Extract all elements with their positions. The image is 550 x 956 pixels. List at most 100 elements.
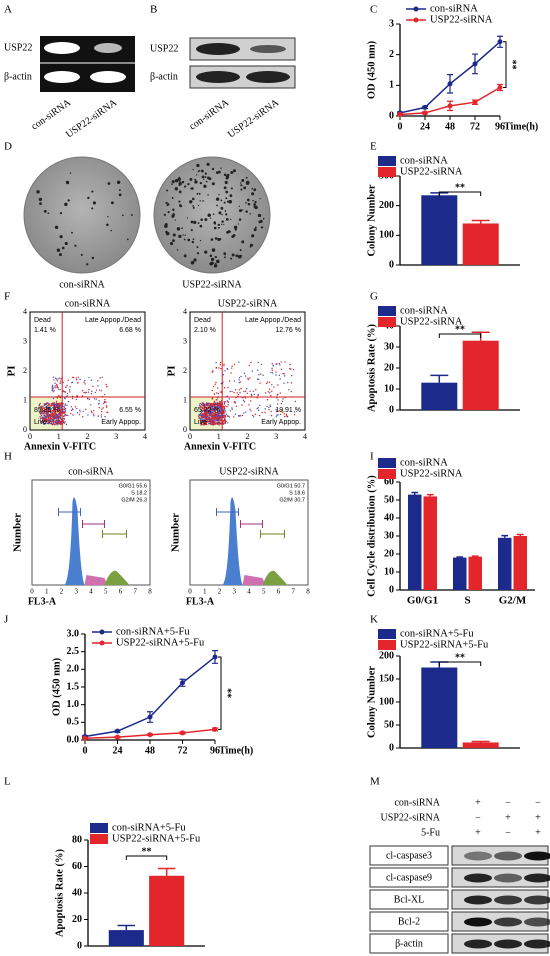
y-tick-label: 0	[389, 404, 394, 415]
flow-event	[75, 377, 77, 379]
flow-event	[67, 400, 70, 403]
flow-event	[242, 397, 244, 399]
flow-event	[276, 414, 278, 416]
significance: **	[455, 182, 465, 193]
flow-event	[205, 403, 207, 405]
flow-event	[56, 385, 59, 388]
flow-event	[209, 406, 212, 408]
flow-event	[63, 411, 66, 414]
flow-event	[44, 422, 47, 424]
colony	[223, 223, 225, 226]
flow-event	[235, 405, 238, 407]
flow-event	[206, 418, 209, 420]
colony	[215, 171, 219, 174]
colony	[253, 203, 256, 206]
flow-event	[294, 400, 297, 403]
flow-event	[254, 413, 257, 415]
flow-event	[77, 376, 79, 378]
flow-event	[224, 370, 226, 372]
flow-event	[93, 413, 95, 415]
colony	[232, 233, 236, 237]
flow-event	[55, 419, 58, 422]
flow-event	[98, 389, 101, 391]
flow-event	[50, 414, 52, 417]
colony	[204, 250, 208, 254]
flow-event	[64, 391, 67, 393]
flow-event	[212, 410, 214, 412]
colony	[219, 238, 222, 241]
flow-event	[205, 416, 208, 418]
flow-event	[271, 362, 273, 365]
significance-bracket	[503, 41, 507, 88]
colony	[118, 189, 121, 191]
colony	[220, 206, 224, 210]
flow-event	[244, 397, 247, 399]
colony	[239, 209, 243, 213]
colony	[217, 223, 220, 227]
flow-event	[87, 391, 90, 393]
flow-event	[56, 380, 59, 382]
point	[422, 104, 428, 110]
colony	[74, 244, 77, 247]
flow-event	[56, 397, 59, 399]
flow-event	[213, 406, 216, 408]
flow-event	[54, 382, 56, 384]
flow-event	[211, 371, 213, 373]
flow-event	[51, 420, 54, 422]
colony	[56, 248, 61, 252]
flow-event	[225, 413, 228, 415]
flow-event	[55, 403, 58, 405]
flow-event	[200, 408, 202, 411]
flow-event	[217, 422, 220, 425]
colony	[184, 185, 187, 188]
flow-event	[253, 416, 255, 418]
colony	[198, 192, 201, 195]
flow-event	[281, 400, 284, 403]
colony	[183, 254, 187, 258]
flow-event	[215, 362, 217, 364]
colony	[130, 214, 133, 216]
flow-event	[51, 387, 53, 389]
flow-event	[246, 392, 249, 395]
flow-event	[203, 411, 206, 413]
quadrant-text: Early Appop.	[101, 419, 141, 426]
flow-event	[285, 413, 288, 415]
colony	[203, 184, 207, 188]
flow-event	[93, 398, 96, 400]
flow-event	[51, 384, 54, 386]
flow-event	[215, 411, 217, 414]
flow-event	[209, 407, 211, 410]
flow-event	[226, 368, 229, 371]
flow-event	[52, 411, 54, 413]
flow-event	[256, 408, 258, 410]
flow-event	[210, 414, 213, 416]
colony	[171, 180, 175, 184]
flow-event	[49, 417, 52, 419]
flow-event	[220, 414, 223, 416]
blot-band	[250, 45, 286, 53]
flow-event	[213, 414, 216, 417]
flow-event	[39, 419, 42, 421]
flow-event	[226, 406, 228, 408]
flow-event	[56, 424, 58, 426]
flow-event	[218, 367, 220, 369]
flow-event	[63, 406, 66, 409]
quadrant-text: Late Appop./Dead	[85, 317, 141, 324]
flow-event	[277, 414, 279, 416]
flow-event	[256, 369, 259, 371]
colony	[192, 168, 194, 171]
flow-event	[222, 374, 225, 376]
flow-event	[243, 400, 246, 403]
y-tick-label: 0	[77, 940, 82, 951]
flow-event	[47, 421, 49, 423]
flow-event	[247, 377, 249, 380]
flow-event	[43, 419, 46, 421]
flow-event	[207, 415, 209, 417]
x-tick-label: 5	[262, 588, 266, 596]
x-tick-label: 96	[495, 121, 505, 132]
flow-event	[48, 417, 50, 419]
blot-label-box	[369, 867, 449, 888]
colony	[229, 218, 232, 221]
flow-event	[258, 414, 261, 417]
flow-event	[100, 390, 103, 392]
